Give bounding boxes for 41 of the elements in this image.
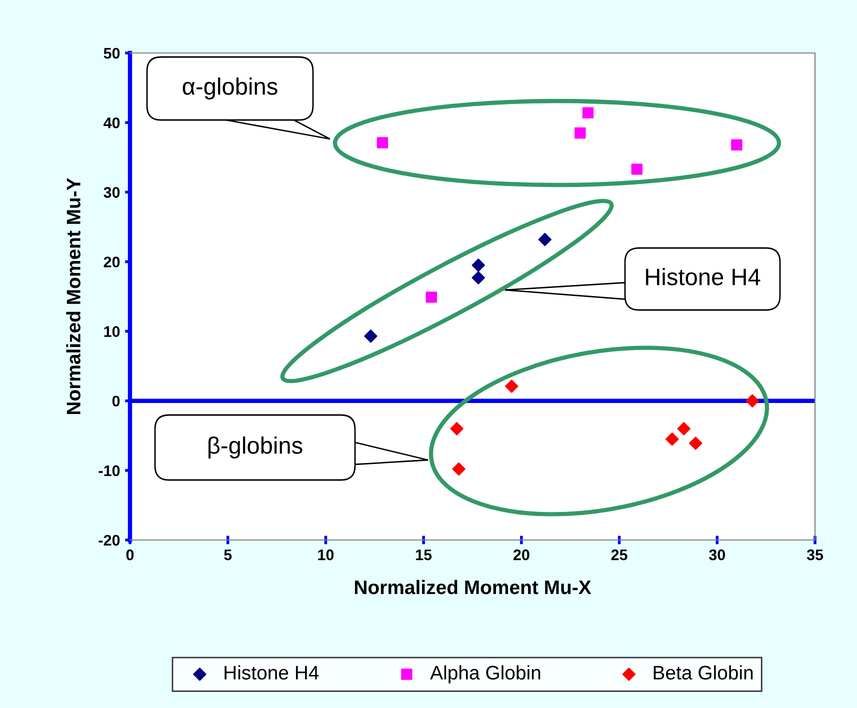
point xyxy=(689,436,702,450)
x-tick-label: 30 xyxy=(709,549,726,560)
x-tick-label: 0 xyxy=(126,549,134,560)
y-tick-label: -20 xyxy=(98,534,120,546)
point xyxy=(631,164,643,175)
point xyxy=(452,462,466,476)
y-tick-label: 0 xyxy=(112,396,120,407)
legend-label: Histone H4 xyxy=(224,665,319,680)
y-tick-label: 50 xyxy=(104,48,120,59)
y-tick-label: 10 xyxy=(104,326,120,337)
point xyxy=(364,330,378,343)
y-tick-label: 40 xyxy=(104,117,120,128)
point xyxy=(450,422,464,436)
y-axis-title: Normalized Moment Mu-Y xyxy=(66,178,80,414)
y-tick-label: 20 xyxy=(104,256,120,268)
point xyxy=(574,127,586,139)
point xyxy=(538,232,552,246)
x-tick-label: 35 xyxy=(806,549,824,560)
point xyxy=(426,292,438,303)
point xyxy=(472,271,485,284)
x-tick-label: 5 xyxy=(224,550,232,560)
y-tick-label: 30 xyxy=(104,187,120,198)
point xyxy=(376,137,388,148)
annotation: β-globins xyxy=(208,436,302,459)
point xyxy=(505,380,518,393)
annotation: Histone H4 xyxy=(646,268,760,286)
legend-label: Beta Globin xyxy=(654,665,753,680)
x-tick-label: 20 xyxy=(513,549,530,560)
legend-label: Alpha Globin xyxy=(430,665,540,684)
point xyxy=(677,422,690,436)
x-tick-label: 25 xyxy=(611,549,628,560)
point xyxy=(731,139,742,150)
x-tick-label: 10 xyxy=(318,549,334,560)
point xyxy=(746,394,759,408)
point xyxy=(666,432,679,446)
point xyxy=(472,258,485,272)
y-tick-label: -10 xyxy=(98,465,120,476)
x-tick-label: 15 xyxy=(416,550,432,560)
point xyxy=(582,107,594,118)
x-axis-title: Normalized Moment Mu-X xyxy=(354,580,592,594)
annotation: α-globins xyxy=(182,77,278,100)
